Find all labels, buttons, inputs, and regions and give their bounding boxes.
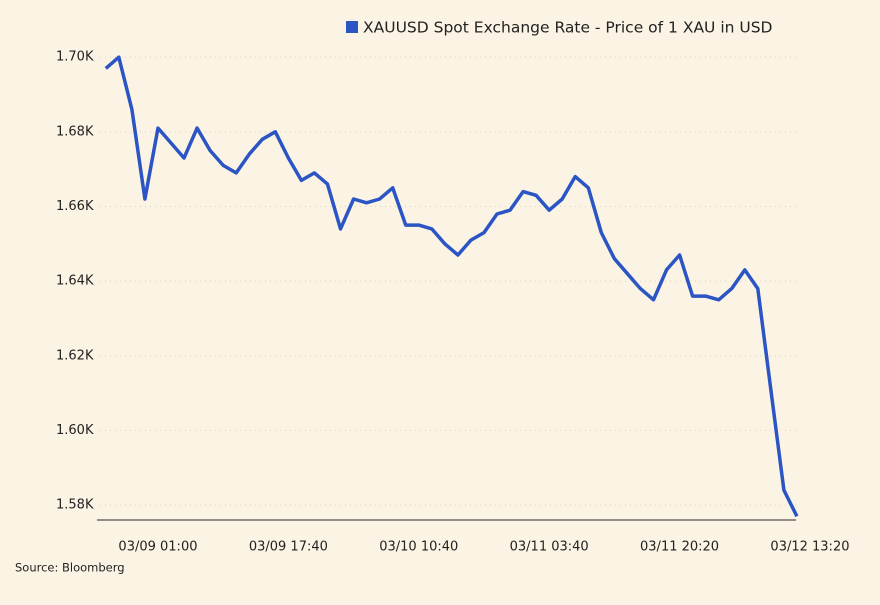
- y-tick-label: 1.64K: [56, 274, 94, 289]
- x-tick-label: 03/11 20:20: [640, 540, 719, 555]
- y-tick-label: 1.70K: [56, 50, 94, 65]
- legend-label: XAUUSD Spot Exchange Rate - Price of 1 X…: [363, 19, 773, 37]
- price-line: [104, 55, 799, 518]
- x-tick-label: 03/09 17:40: [249, 540, 328, 555]
- y-tick-label: 1.58K: [56, 498, 94, 513]
- x-tick-label: 03/10 10:40: [379, 540, 458, 555]
- source-note: Source: Bloomberg: [15, 561, 125, 575]
- legend-swatch: [346, 21, 358, 33]
- y-tick-label: 1.68K: [56, 124, 94, 139]
- x-tick-label: 03/11 03:40: [510, 540, 589, 555]
- y-tick-label: 1.66K: [56, 199, 94, 214]
- y-tick-label: 1.62K: [56, 348, 94, 363]
- x-tick-label: 03/12 13:20: [770, 540, 849, 555]
- x-tick-label: 03/09 01:00: [118, 540, 197, 555]
- y-tick-label: 1.60K: [56, 423, 94, 438]
